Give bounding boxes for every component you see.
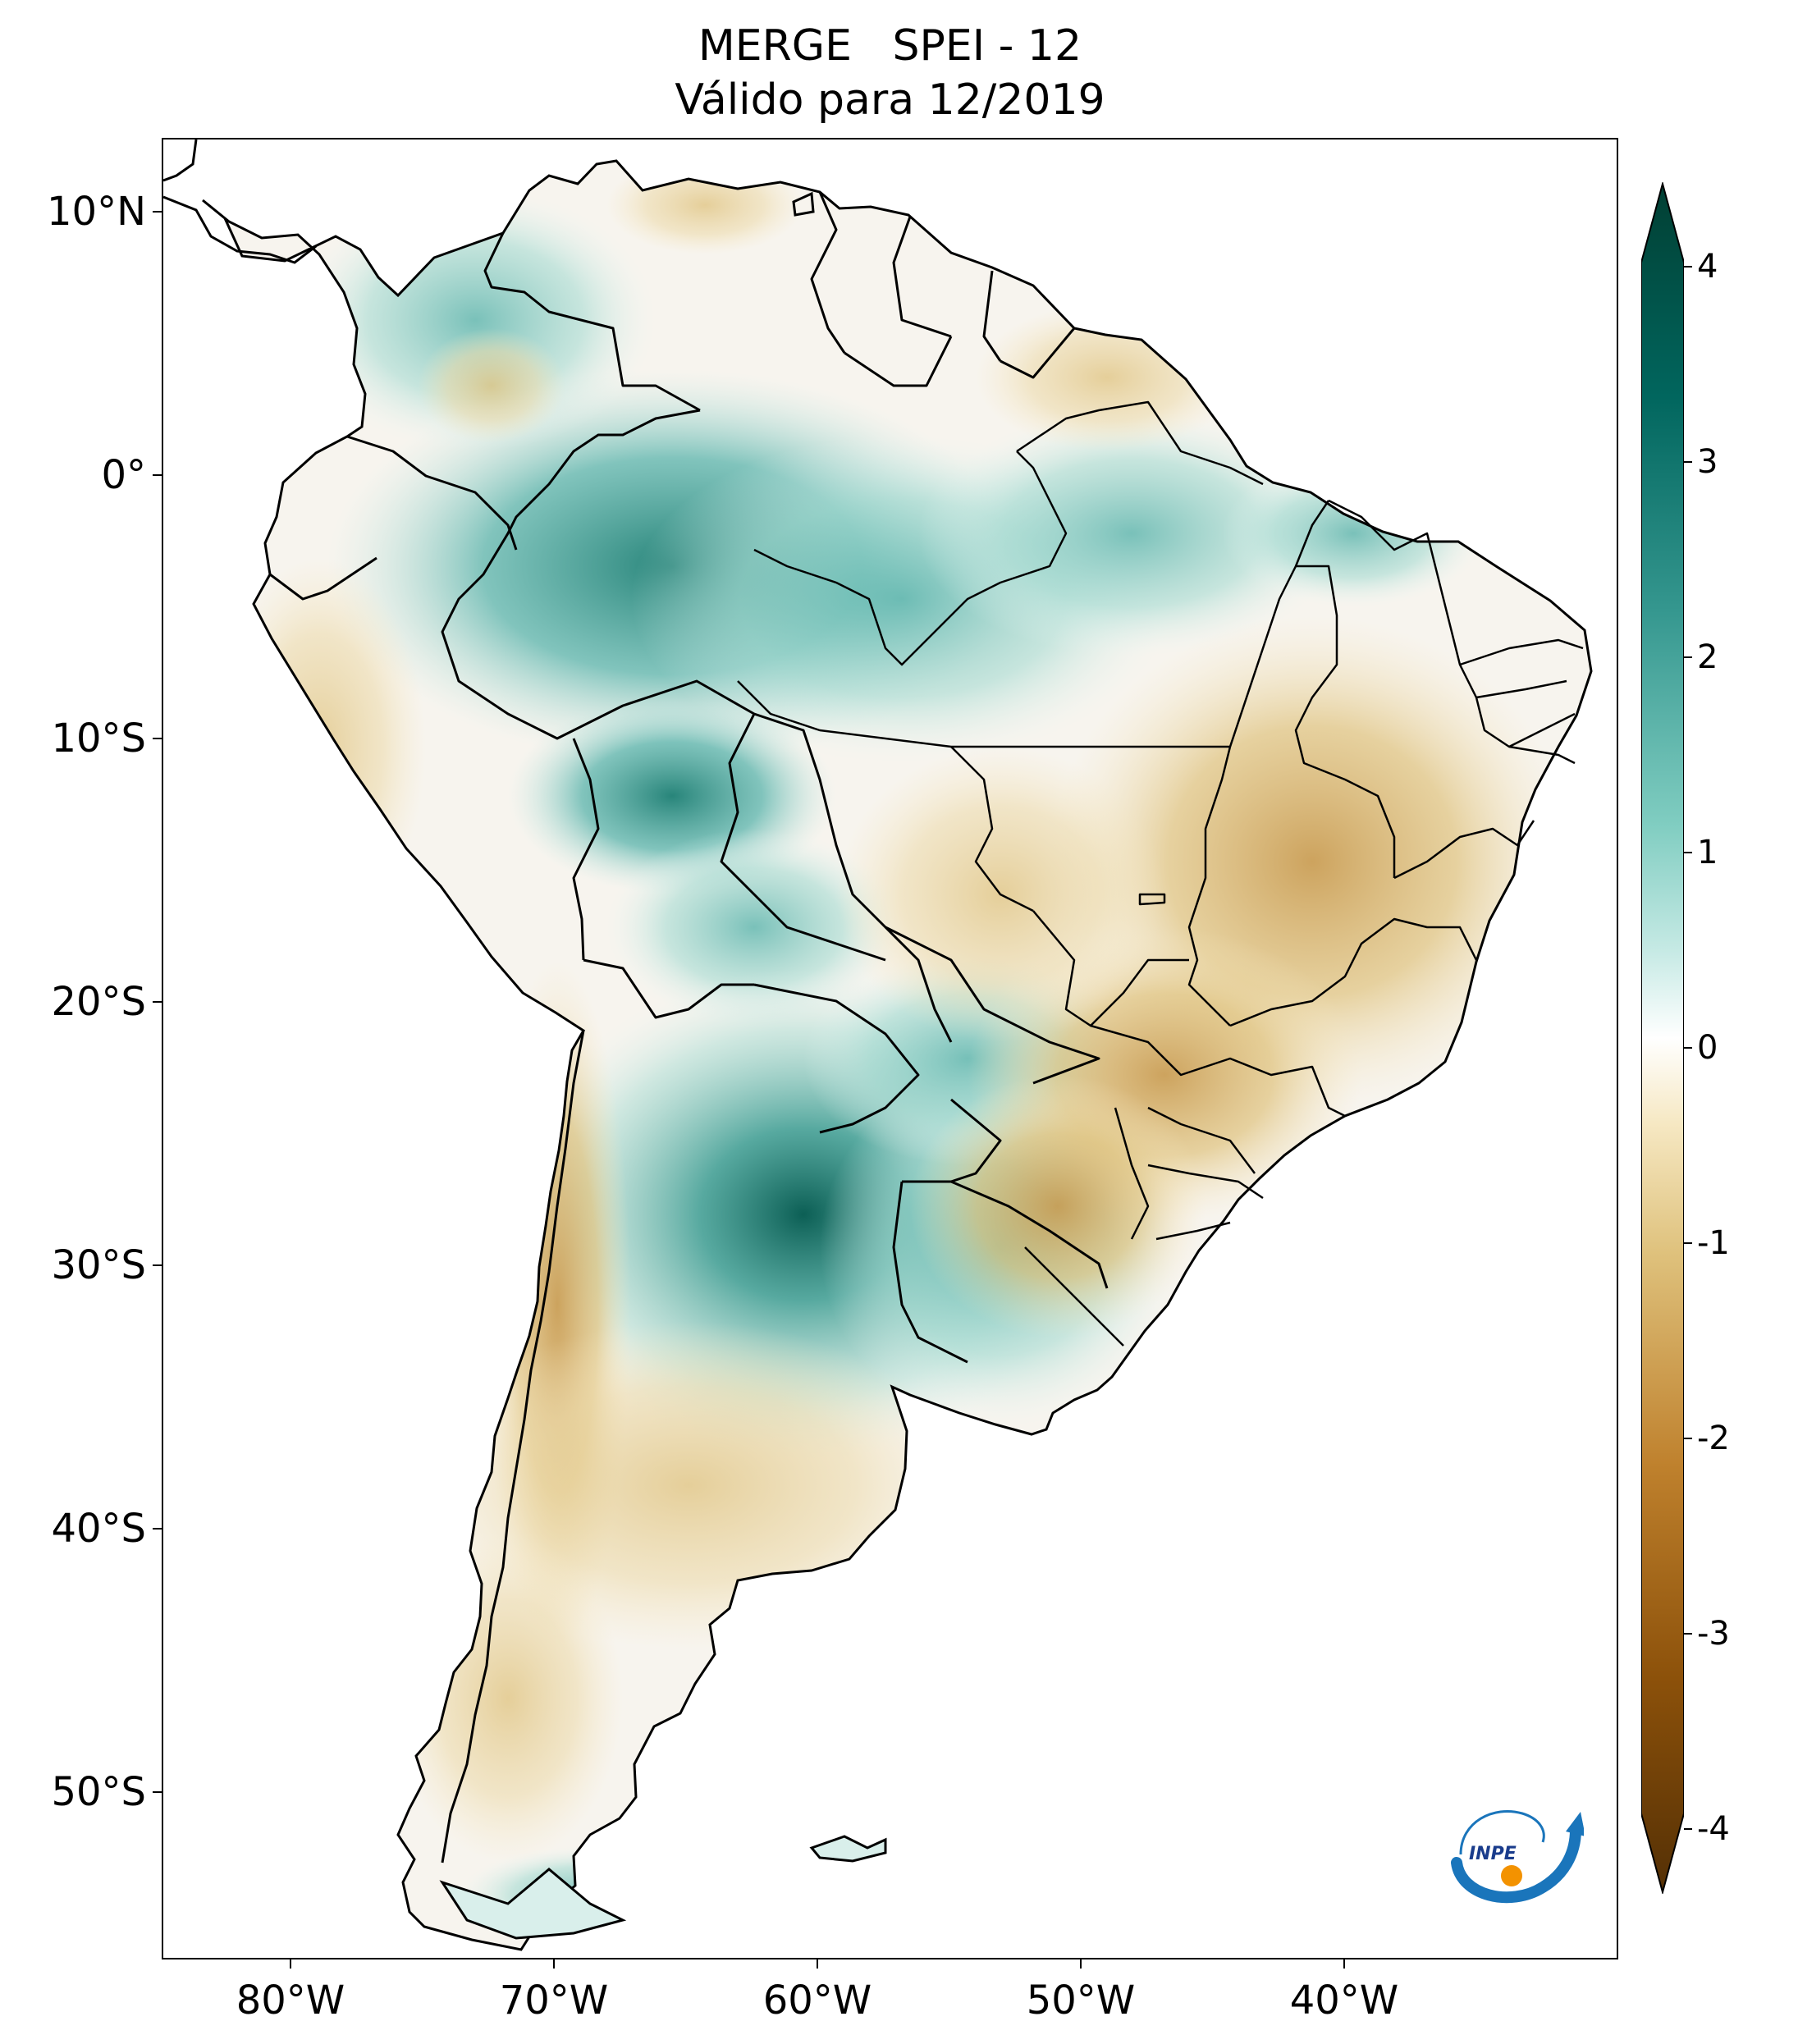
x-tick-mark (1343, 1959, 1345, 1969)
colorbar-tick (1684, 266, 1692, 268)
colorbar-tick (1684, 656, 1692, 658)
x-tick-mark (817, 1959, 818, 1969)
x-tick-label: 70°W (499, 1978, 609, 2023)
x-tick-label: 60°W (762, 1978, 872, 2023)
x-tick-label: 50°W (1026, 1978, 1136, 2023)
x-tick-mark (553, 1959, 555, 1969)
y-tick-mark (153, 211, 162, 213)
spei-colorbar (1641, 182, 1684, 1894)
y-tick-mark (153, 1001, 162, 1003)
colorbar-tick (1684, 1438, 1692, 1439)
colorbar-tick (1684, 1828, 1692, 1830)
y-tick-label: 40°S (51, 1506, 146, 1552)
y-tick-label: 10°N (47, 189, 146, 235)
x-tick-mark (290, 1959, 291, 1969)
colorbar-tick (1684, 1047, 1692, 1049)
y-tick-label: 10°S (51, 716, 146, 761)
y-tick-mark (153, 738, 162, 739)
south-america-map (163, 139, 1593, 1951)
colorbar-tick (1684, 1633, 1692, 1635)
colorbar-label: 3 (1697, 443, 1718, 481)
colorbar-tick (1684, 1242, 1692, 1244)
colorbar-label: 4 (1697, 248, 1718, 286)
y-tick-mark (153, 1528, 162, 1530)
y-tick-mark (153, 1264, 162, 1266)
x-tick-mark (1080, 1959, 1082, 1969)
colorbar-tick (1684, 852, 1692, 853)
colorbar-label: -3 (1697, 1615, 1730, 1653)
inpe-logo: INPE (1451, 1809, 1584, 1904)
colorbar-label: -1 (1697, 1224, 1730, 1262)
y-tick-label: 0° (101, 452, 146, 498)
map-title: MERGE SPEI - 12 (698, 21, 1082, 71)
colorbar-label: -4 (1697, 1810, 1730, 1848)
y-tick-label: 30°S (51, 1242, 146, 1288)
map-panel (162, 138, 1618, 1959)
colorbar-label: 0 (1697, 1029, 1718, 1067)
colorbar-label: -2 (1697, 1420, 1730, 1457)
map-subtitle: Válido para 12/2019 (675, 75, 1105, 125)
y-tick-label: 20°S (51, 979, 146, 1025)
colorbar-label: 2 (1697, 638, 1718, 676)
x-tick-label: 40°W (1289, 1978, 1399, 2023)
colorbar-label: 1 (1697, 834, 1718, 871)
logo-text: INPE (1469, 1844, 1517, 1864)
x-tick-label: 80°W (236, 1978, 345, 2023)
y-tick-mark (153, 474, 162, 476)
y-tick-label: 50°S (51, 1769, 146, 1815)
colorbar-tick (1684, 461, 1692, 463)
y-tick-mark (153, 1791, 162, 1793)
